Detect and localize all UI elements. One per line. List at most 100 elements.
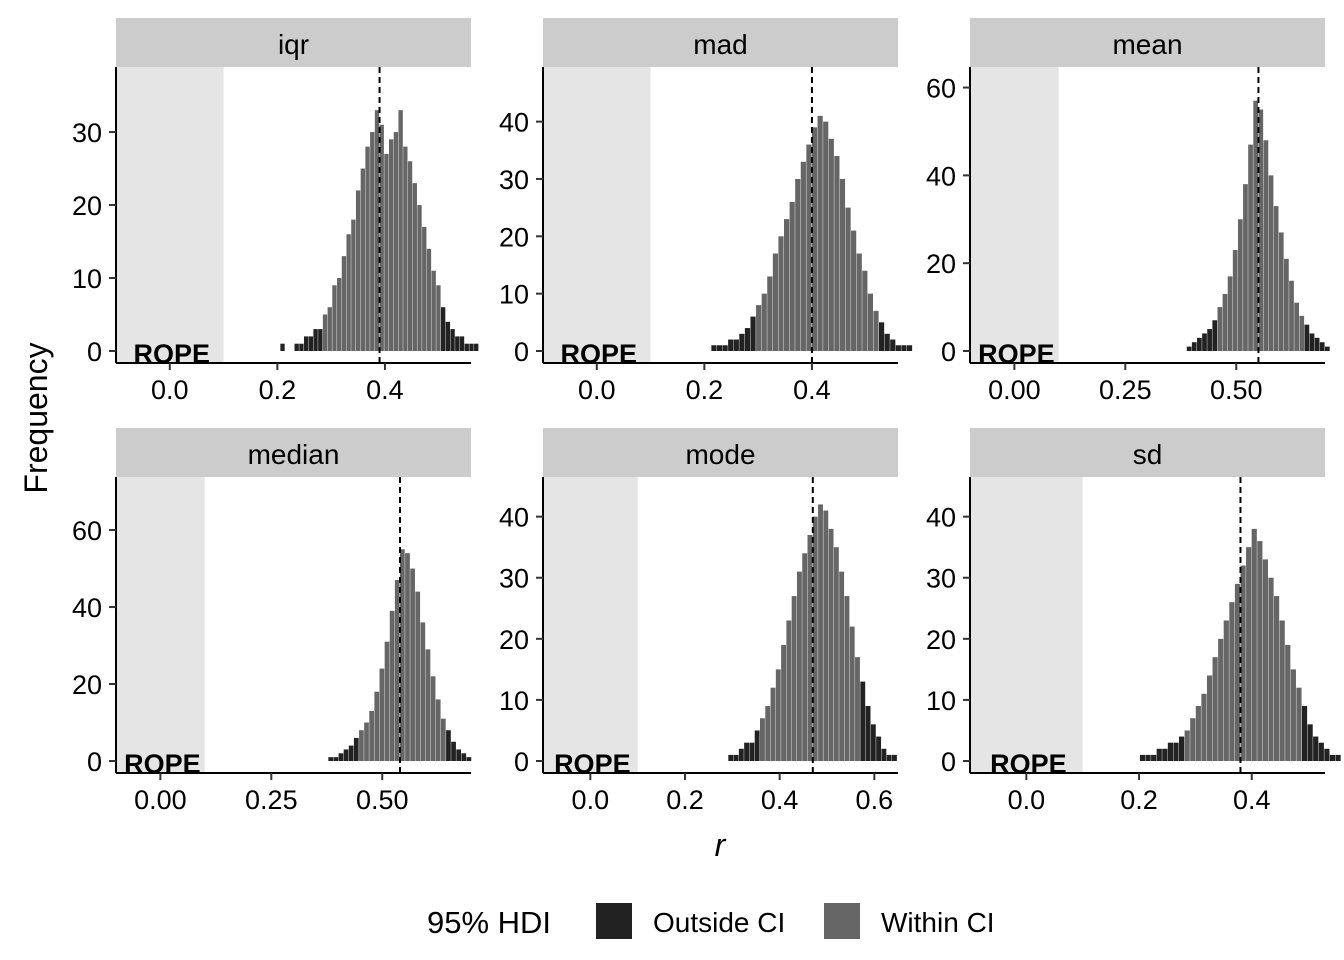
histogram-bar [348, 745, 354, 761]
histogram-bar [1274, 596, 1280, 761]
y-tick-label: 0 [514, 337, 529, 367]
histogram-bar [892, 754, 897, 761]
legend: 95% HDI Outside CI Within CI [427, 903, 995, 940]
histogram-bar [851, 230, 857, 351]
strip-label: mad [693, 29, 747, 60]
histogram-bar [369, 710, 375, 761]
histogram-bar [1329, 754, 1336, 761]
y-tick-label: 30 [499, 564, 529, 594]
histogram-bar [360, 168, 365, 351]
y-tick-label: 0 [87, 747, 102, 777]
histogram-bar [1197, 337, 1202, 351]
histogram-bar [1268, 577, 1274, 761]
histogram-bar [379, 668, 385, 761]
histogram-bar [410, 568, 415, 761]
strip-background [970, 428, 1325, 477]
histogram-bar [733, 754, 739, 761]
histogram-bar [379, 124, 384, 351]
histogram-bar [1202, 333, 1207, 351]
histogram-bar [862, 270, 868, 351]
histogram-bar [370, 132, 375, 351]
histogram-bar [398, 110, 403, 352]
histogram-bar [328, 757, 334, 761]
histogram-bar [711, 345, 717, 351]
histogram-bar [431, 270, 436, 351]
histogram-bar [455, 336, 460, 351]
histogram-bar [365, 146, 370, 351]
histogram-bar [775, 669, 781, 761]
histogram-bar [770, 687, 776, 761]
histogram-bar [811, 127, 818, 351]
histogram-bar [440, 718, 446, 761]
y-tick-label: 40 [499, 108, 529, 138]
panel-mean: mean ROPE 0 20 40 60 0.00 0.25 0.50 [926, 18, 1330, 405]
rope-band [116, 67, 224, 363]
histogram-bar [1206, 675, 1213, 761]
histogram-bar [1212, 657, 1218, 761]
x-tick-label: 0.6 [856, 785, 894, 815]
histogram-bar [1253, 100, 1259, 351]
histogram-bar [1222, 293, 1228, 351]
histogram-bar [728, 754, 734, 761]
histogram-bar [343, 749, 349, 761]
histogram-bar [461, 753, 467, 761]
histogram-bar [450, 329, 455, 351]
histogram-bar [1279, 620, 1285, 761]
x-tick-label: 0.2 [1120, 785, 1158, 815]
x-tick-label: 0.00 [988, 375, 1041, 405]
x-tick-label: 0.0 [151, 375, 189, 405]
y-tick-label: 60 [926, 74, 956, 104]
histogram-bar [412, 183, 417, 351]
y-tick-label: 40 [499, 503, 529, 533]
histogram-bar [1314, 337, 1320, 351]
histogram-bar [1246, 547, 1252, 761]
legend-key-outside-ci [596, 903, 632, 939]
histogram-bar [1294, 302, 1299, 351]
histogram-bar [374, 691, 380, 761]
rope-label: ROPE [134, 339, 211, 369]
histogram-bar [280, 343, 285, 351]
histogram-bar [881, 748, 887, 761]
histogram-bar [855, 657, 860, 761]
x-tick-label: 0.2 [666, 785, 704, 815]
strip-background [543, 18, 898, 67]
histogram-bar [828, 528, 834, 761]
x-tick-label: 0.50 [356, 785, 409, 815]
panel-median: median ROPE 0 20 40 60 0.00 0.25 0.50 [72, 428, 472, 815]
histogram-bar [1162, 748, 1168, 761]
histogram-bar [833, 547, 839, 761]
histogram-bar [430, 676, 436, 761]
histogram-bar [403, 146, 408, 351]
histogram-bar [716, 345, 723, 351]
histogram-bar [1304, 324, 1310, 351]
histogram-bar [1318, 742, 1324, 761]
histogram-bar [355, 190, 361, 351]
histogram-bar [802, 553, 808, 761]
histogram-bar [445, 321, 451, 351]
y-tick-label: 10 [926, 686, 956, 716]
histogram-bar [364, 722, 369, 761]
histogram-bar [1156, 748, 1162, 761]
histogram-bar [1324, 346, 1330, 351]
y-tick-label: 40 [72, 593, 102, 623]
histogram-bar [759, 718, 765, 761]
rope-band [543, 67, 651, 363]
histogram-bar [834, 156, 840, 351]
histogram-bar [1227, 276, 1233, 351]
histogram-bar [884, 333, 890, 351]
histogram-bar [886, 754, 892, 761]
x-tick-label: 0.25 [1099, 375, 1152, 405]
rope-label: ROPE [561, 339, 638, 369]
histogram-bar [870, 724, 876, 761]
histogram-bar [1167, 742, 1174, 761]
histogram-bar [1191, 342, 1197, 351]
panel-mad: mad ROPE 0 10 20 30 40 0.0 0.2 0.4 [499, 18, 913, 405]
histogram-bar [750, 316, 756, 351]
histogram-bar [346, 234, 351, 351]
histogram-bar [440, 307, 446, 351]
histogram-bar [1232, 250, 1238, 351]
facet-panels: iqr ROPE 0 10 20 30 0.0 0.2 0.4 mad ROPE 0 10 20 30 40 0… [72, 18, 1341, 815]
y-tick-label: 30 [926, 564, 956, 594]
histogram-bar [1248, 144, 1253, 351]
